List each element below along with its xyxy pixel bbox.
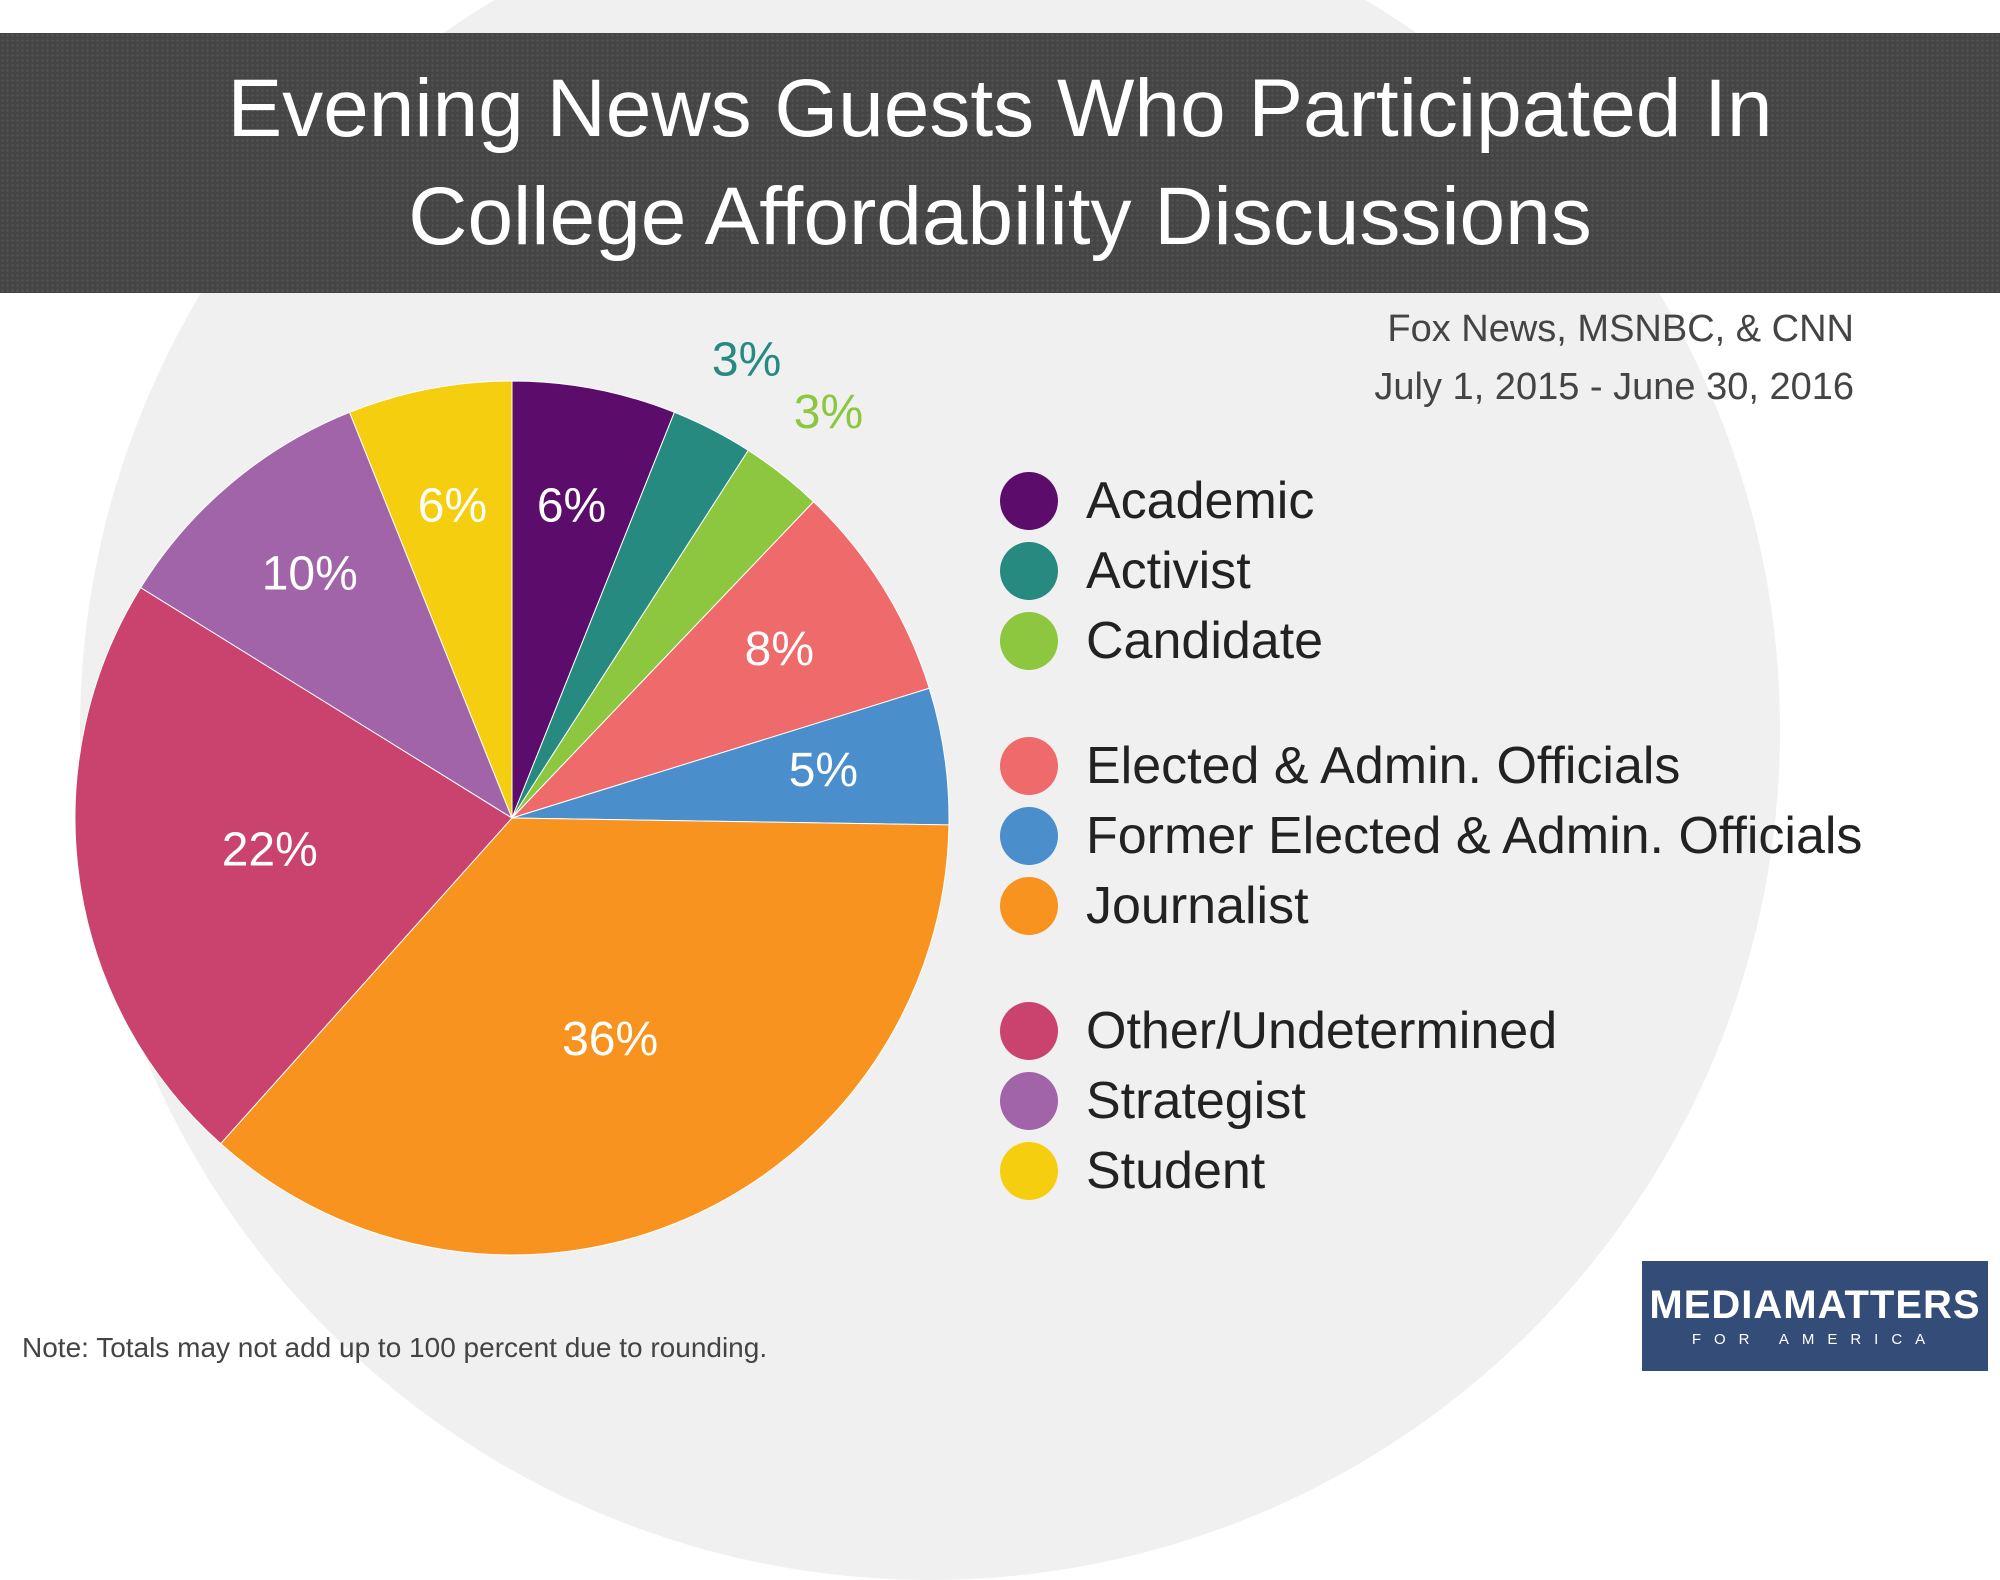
legend-item-strategist: Strategist [1000, 1066, 1306, 1136]
legend-swatch [1000, 807, 1058, 865]
legend-label: Elected & Admin. Officials [1086, 737, 1681, 795]
pie-slice-strategist [139, 411, 514, 820]
pie-slice-elected-admin-officials [510, 501, 930, 820]
legend-label: Other/Undetermined [1086, 1002, 1558, 1060]
legend-swatch [1000, 472, 1058, 530]
data-label-student: 6% [418, 480, 487, 533]
logo-tagline: FOR AMERICA [1691, 1331, 1939, 1348]
legend-swatch [1000, 1142, 1058, 1200]
logo-wordmark: MEDIAMATTERS [1649, 1283, 1981, 1327]
legend-label: Former Elected & Admin. Officials [1086, 807, 1863, 865]
legend-swatch [1000, 737, 1058, 795]
legend-item-journalist: Journalist [1000, 871, 1309, 941]
legend-item-student: Student [1000, 1136, 1265, 1206]
pie-slice-journalist [219, 817, 950, 1256]
legend-item-activist: Activist [1000, 536, 1251, 606]
data-label-former-elected-admin-officials: 5% [789, 744, 858, 797]
rounding-note: Note: Totals may not add up to 100 perce… [22, 1332, 768, 1363]
legend-swatch [1000, 542, 1058, 600]
data-label-candidate: 3% [794, 386, 863, 439]
data-label-other-undetermined: 22% [222, 823, 318, 876]
data-label-elected-admin-officials: 8% [745, 623, 814, 676]
data-label-journalist: 36% [562, 1013, 658, 1066]
pie-slice-academic [511, 380, 676, 819]
legend-item-candidate: Candidate [1000, 606, 1323, 676]
subtitle-date-range: July 1, 2015 - June 30, 2016 [1374, 366, 1854, 408]
data-label-strategist: 10% [262, 548, 358, 601]
chart-legend: Academic Activist Candidate Elected & Admin… [1000, 466, 2000, 1206]
data-label-academic: 6% [537, 480, 606, 533]
legend-swatch [1000, 877, 1058, 935]
chart-title-line-1: Evening News Guests Who Participated In [227, 63, 1773, 154]
pie-slice-student [348, 380, 513, 819]
legend-label: Strategist [1086, 1072, 1306, 1130]
legend-label: Activist [1086, 542, 1251, 600]
legend-label: Academic [1086, 472, 1315, 530]
pie-slice-other-undetermined [74, 586, 513, 1145]
legend-label: Student [1086, 1142, 1266, 1200]
legend-item-former-elected-admin-officials: Former Elected & Admin. Officials [1000, 801, 1862, 871]
legend-swatch [1000, 612, 1058, 670]
subtitle-networks: Fox News, MSNBC, & CNN [1387, 308, 1854, 350]
legend-label: Journalist [1086, 877, 1309, 935]
title-bar: Evening News Guests Who Participated In … [0, 33, 2000, 293]
pie-chart: 6% 3%3% 8% 5% 36% 22% 10% 6% [74, 334, 950, 1256]
legend-item-elected-admin-officials: Elected & Admin. Officials [1000, 731, 1680, 801]
chart-title-line-2: College Affordability Discussions [408, 171, 1592, 262]
data-label-activist: 3% [712, 334, 781, 387]
legend-swatch [1000, 1002, 1058, 1060]
legend-item-other-undetermined: Other/Undetermined [1000, 996, 1557, 1066]
legend-swatch [1000, 1072, 1058, 1130]
legend-item-academic: Academic [1000, 466, 1314, 536]
media-matters-logo: MEDIAMATTERS FOR AMERICA [1642, 1261, 1988, 1371]
legend-label: Candidate [1086, 612, 1324, 670]
